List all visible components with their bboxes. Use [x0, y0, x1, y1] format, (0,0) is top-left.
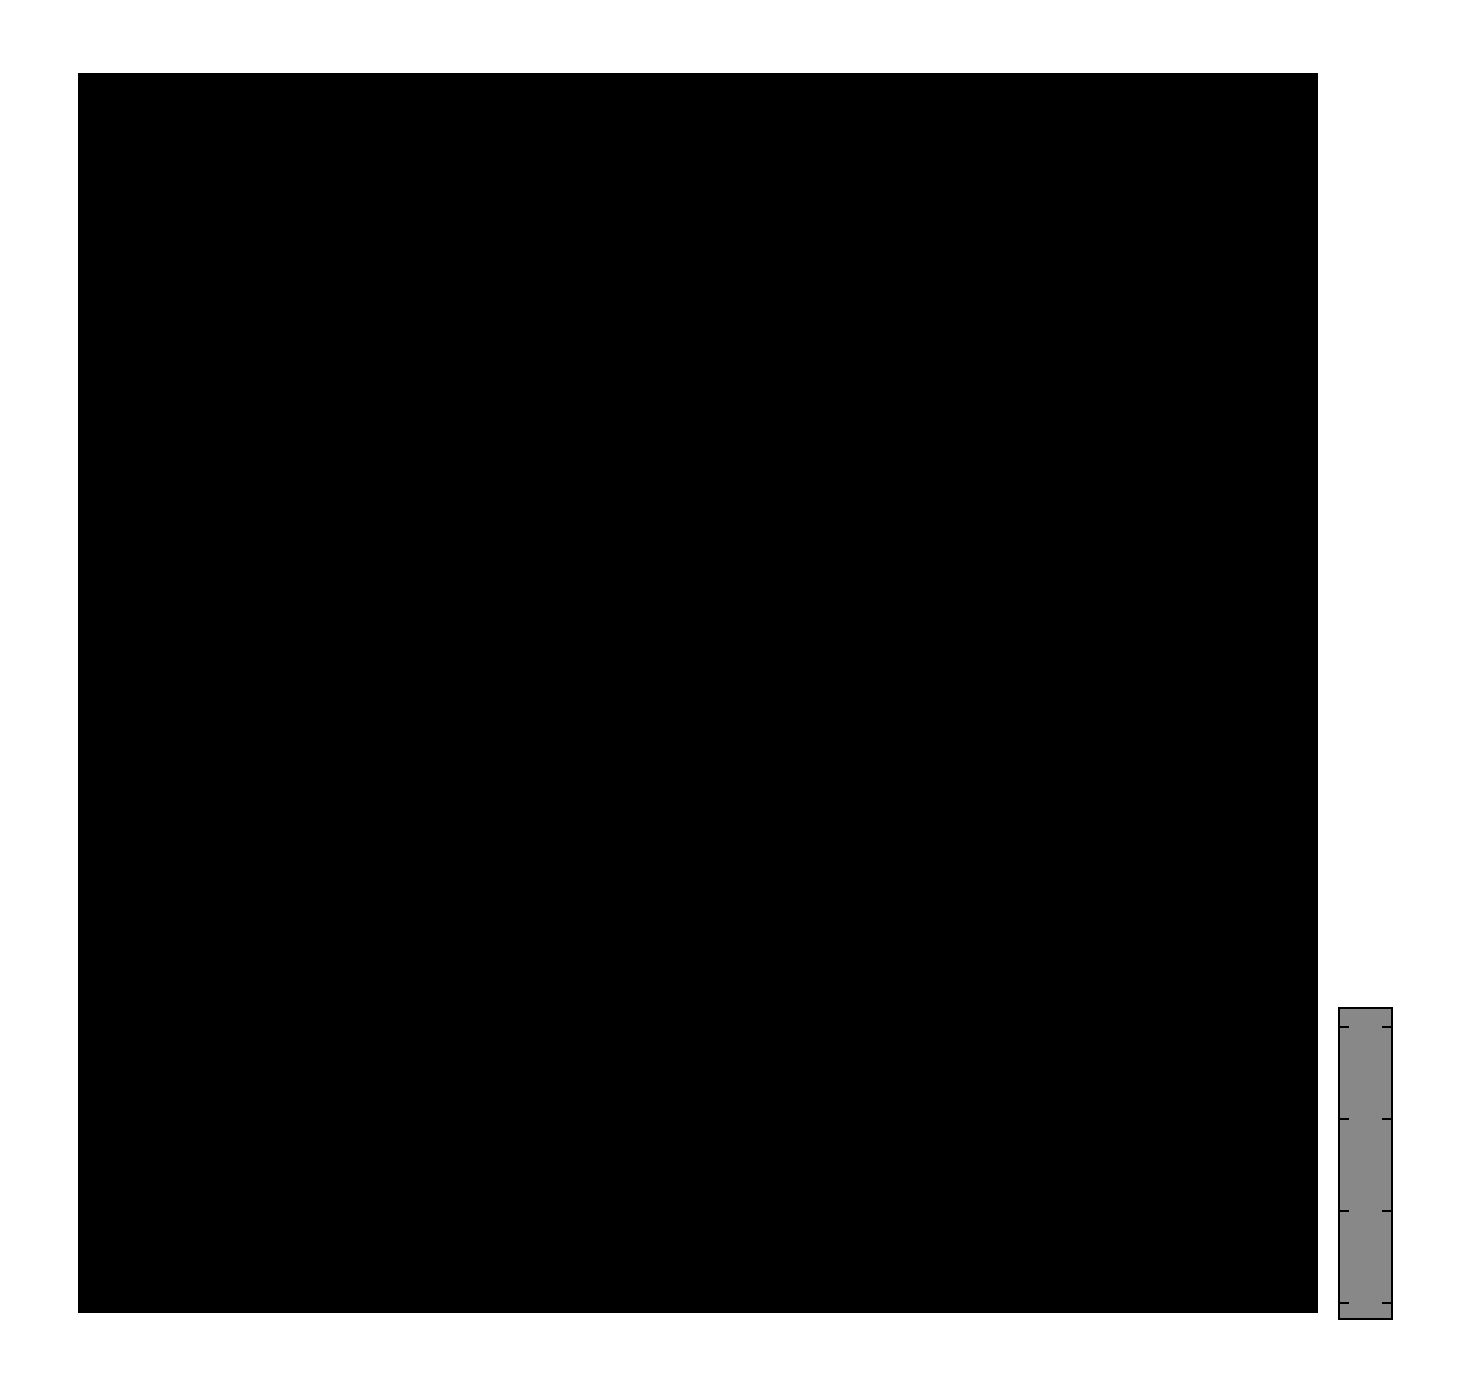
polar-plot — [78, 73, 1318, 1313]
colorbar-tick-mark — [1340, 1118, 1349, 1120]
colorbar — [1316, 962, 1481, 1342]
colorbar-gradient — [1338, 1007, 1393, 1320]
colorbar-tick-mark — [1382, 1302, 1391, 1304]
polar-canvas — [78, 73, 1318, 1313]
colorbar-tick-mark — [1382, 1118, 1391, 1120]
colorbar-tick-mark — [1340, 1210, 1349, 1212]
colorbar-tick-mark — [1340, 1026, 1349, 1028]
colorbar-tick-mark — [1382, 1026, 1391, 1028]
colorbar-tick-mark — [1382, 1210, 1391, 1212]
colorbar-tick-mark — [1340, 1302, 1349, 1304]
